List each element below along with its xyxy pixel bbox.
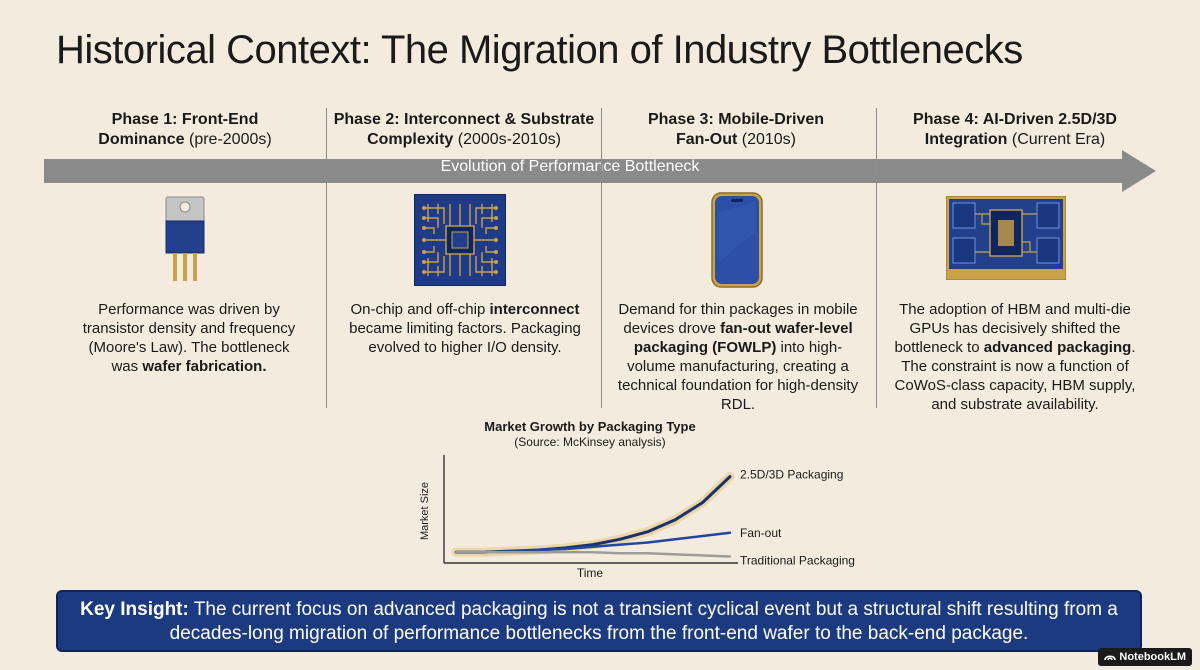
- smartphone-icon: [711, 192, 763, 288]
- chart-xlabel: Time: [577, 566, 604, 580]
- phase-3-emphasis: fan-out wafer-level packaging (FOWLP): [633, 320, 853, 356]
- legend-label-1: 2.5D/3D Packaging: [740, 468, 843, 482]
- phase-4-heading: Phase 4: AI-Driven 2.5D/3D Integration (…: [890, 110, 1140, 150]
- phase-4-emphasis: advanced packaging: [983, 339, 1132, 356]
- notebooklm-label: NotebookLM: [1119, 651, 1186, 663]
- market-growth-chart: Market Growth by Packaging Type (Source:…: [419, 419, 855, 580]
- phase-1-emphasis: wafer fabrication.: [142, 358, 267, 375]
- chart-title: Market Growth by Packaging Type: [484, 419, 695, 434]
- phase-4-text-tail: . The constraint is now a function of Co…: [894, 339, 1136, 413]
- phase-divider: [601, 108, 602, 408]
- phase-3-text-tail: into high-volume manufacturing, creating…: [617, 339, 859, 413]
- phase-2-title: Phase 2: Interconnect & Substrate Comple…: [333, 111, 595, 148]
- phase-2-text: On-chip and off-chip: [350, 301, 490, 318]
- phase-1-description: Performance was driven by transistor den…: [78, 300, 300, 376]
- phase-4-era: (Current Era): [1007, 131, 1106, 148]
- legend-label-2: Fan-out: [740, 526, 782, 540]
- phase-divider: [876, 108, 877, 408]
- series-line-3: [454, 550, 732, 558]
- phase-2-description: On-chip and off-chip interconnect became…: [340, 300, 590, 357]
- phase-4-title: Phase 4: AI-Driven 2.5D/3D Integration: [913, 111, 1117, 148]
- phase-3-text: Demand for thin packages in mobile devic…: [618, 301, 858, 337]
- page-title: Historical Context: The Migration of Ind…: [56, 28, 1023, 72]
- phase-4-text: The adoption of HBM and multi-die GPUs h…: [894, 301, 1131, 356]
- legend-label-3: Traditional Packaging: [740, 554, 855, 568]
- phase-3-era: (2010s): [737, 131, 797, 148]
- transistor-icon: [165, 196, 205, 281]
- notebooklm-badge: NotebookLM: [1098, 648, 1192, 666]
- chart-ylabel: Market Size: [419, 482, 431, 540]
- phase-2-heading: Phase 2: Interconnect & Substrate Comple…: [330, 110, 598, 150]
- key-insight-box: Key Insight: The current focus on advanc…: [56, 590, 1142, 652]
- phase-4-description: The adoption of HBM and multi-die GPUs h…: [882, 300, 1148, 414]
- phase-3-heading: Phase 3: Mobile-Driven Fan-Out (2010s): [636, 110, 836, 150]
- key-insight-label: Key Insight:: [80, 599, 189, 620]
- phase-divider: [326, 108, 327, 408]
- multi-die-package-icon: [946, 196, 1066, 280]
- phase-1-heading: Phase 1: Front-End Dominance (pre-2000s): [70, 110, 300, 150]
- phase-2-era: (2000s-2010s): [453, 131, 561, 148]
- phase-1-era: (pre-2000s): [184, 131, 272, 148]
- phase-3-description: Demand for thin packages in mobile devic…: [614, 300, 862, 414]
- phase-1-text: Performance was driven by transistor den…: [82, 301, 296, 375]
- timeline-arrow: [44, 150, 1156, 192]
- notebooklm-logo-icon: [1104, 655, 1117, 661]
- key-insight-text: The current focus on advanced packaging …: [169, 599, 1118, 644]
- chart-subtitle: (Source: McKinsey analysis): [514, 435, 665, 449]
- phase-2-emphasis: interconnect: [489, 301, 580, 318]
- phase-1-title: Phase 1: Front-End Dominance: [98, 111, 259, 148]
- series-glow-1: [451, 472, 735, 557]
- phase-3-title: Phase 3: Mobile-Driven Fan-Out: [647, 111, 825, 148]
- phase-2-text-tail: became limiting factors. Packaging evolv…: [349, 320, 581, 356]
- chip-icon: [414, 194, 506, 286]
